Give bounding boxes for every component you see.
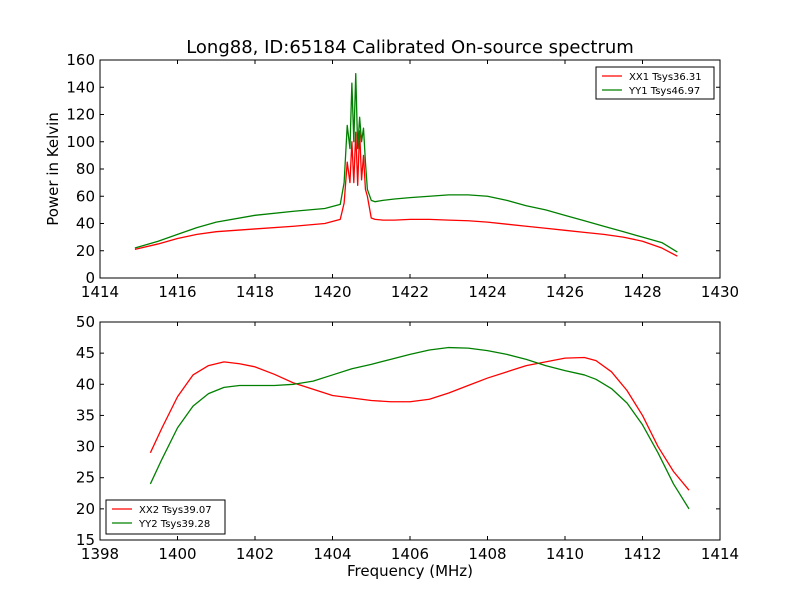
series-line-top-1 (134, 130, 678, 257)
y-tick-label: 100 (66, 133, 95, 151)
panel-top: 1414 1416 1418 1420 1422 1424 1426 1428 1430 0 20 4… (66, 51, 739, 301)
x-tick-label: 1402 (236, 545, 274, 563)
y-tick-label: 40 (76, 375, 95, 393)
y-tick-label: 0 (85, 269, 95, 287)
legend-box (595, 66, 715, 100)
y-tick-label: 50 (76, 313, 95, 331)
x-tick-label: 1412 (623, 545, 661, 563)
legend-entry-label: YY2 Tsys39.28 (138, 519, 210, 530)
legend-bottom: XX2 Tsys39.07 YY2 Tsys39.28 (105, 499, 226, 535)
series-line-bottom-2 (149, 346, 690, 510)
x-tick-label: 1400 (158, 545, 196, 563)
y-tick-label: 40 (76, 215, 95, 233)
y-tick-label: 20 (76, 242, 95, 260)
legend-box (105, 499, 226, 535)
legend-entry-label: XX2 Tsys39.07 (139, 505, 212, 516)
x-tick-label: 1420 (313, 283, 351, 301)
series-line-top-2 (134, 72, 678, 253)
legend-entry-label: XX1 Tsys36.31 (629, 72, 702, 83)
chart-title: Long88, ID:65184 Calibrated On-source sp… (186, 37, 634, 58)
x-tick-label: 1414 (81, 283, 119, 301)
x-tick-label: 1430 (701, 283, 739, 301)
x-tick-label: 1410 (546, 545, 584, 563)
x-tick-label: 1422 (391, 283, 429, 301)
series-line-bottom-1 (149, 356, 690, 491)
y-tick-label: 25 (76, 469, 95, 487)
x-tick-label: 1426 (546, 283, 584, 301)
x-tick-label: 1398 (81, 545, 119, 563)
y-tick-label: 15 (76, 531, 95, 549)
x-tick-label: 1424 (468, 283, 506, 301)
y-axis-label-top: Power in Kelvin (44, 112, 62, 226)
x-tick-label: 1416 (158, 283, 196, 301)
legend-top: XX1 Tsys36.31 YY1 Tsys46.97 (595, 66, 715, 100)
legend-entry-label: YY1 Tsys46.97 (628, 86, 700, 97)
panel-bottom: 1398 1400 1402 1404 1406 1408 1410 1412 1414 15 20… (76, 313, 739, 563)
y-tick-label: 60 (76, 187, 95, 205)
y-tick-label: 140 (66, 78, 95, 96)
y-tick-label: 160 (66, 51, 95, 69)
y-tick-label: 80 (76, 160, 95, 178)
x-axis-label-bottom: Frequency (MHz) (347, 562, 473, 580)
x-tick-label: 1404 (313, 545, 351, 563)
x-tick-label: 1418 (236, 283, 274, 301)
y-tick-label: 30 (76, 438, 95, 456)
y-tick-label: 120 (66, 106, 95, 124)
x-tick-label: 1414 (701, 545, 739, 563)
x-tick-label: 1408 (468, 545, 506, 563)
y-tick-label: 45 (76, 344, 95, 362)
x-tick-label: 1406 (391, 545, 429, 563)
y-tick-label: 35 (76, 406, 95, 424)
x-tick-label: 1428 (623, 283, 661, 301)
y-tick-label: 20 (76, 500, 95, 518)
